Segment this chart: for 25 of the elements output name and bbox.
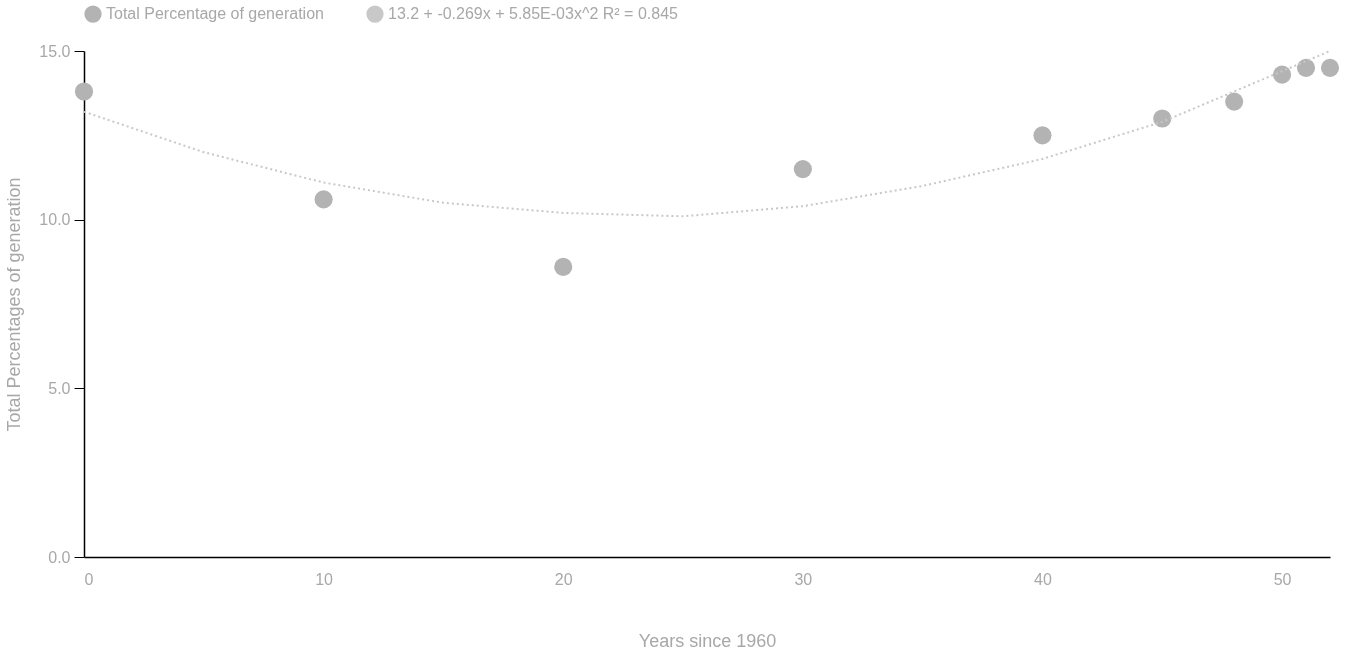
point [1320,58,1340,77]
x-tick-label: 50 [1273,570,1292,588]
point [1296,58,1316,77]
point [1225,92,1244,111]
y-tick-label: 10.0 [39,211,71,229]
point [1153,109,1172,128]
y-tick-label: 15.0 [39,42,71,60]
point [554,257,573,276]
x-tick-label: 20 [554,570,573,588]
y-tick-label: 0.0 [48,548,71,566]
x-axis-title: Years since 1960 [638,630,777,651]
x-tick-label: 40 [1034,570,1052,588]
legend-label: 13.2 + -0.269x + 5.85E-03x^2 R² = 0.845 [388,5,679,23]
x-tick-label: 10 [315,570,334,588]
point [74,82,94,101]
y-tick-label: 5.0 [48,379,71,397]
y-axis-title: Total Percentages of generation [4,177,25,432]
legend-label: Total Percentage of generation [106,5,324,23]
point [793,160,812,179]
point [1033,126,1052,145]
point [1272,65,1292,84]
x-tick-label: 30 [794,570,813,588]
point [314,190,333,209]
x-tick-label: 0 [84,570,94,588]
line-series [83,50,1331,218]
